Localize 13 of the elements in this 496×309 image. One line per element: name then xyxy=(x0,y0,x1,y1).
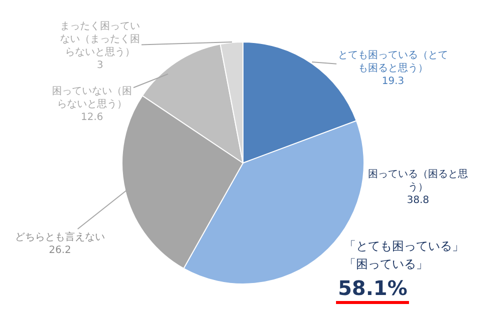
text: 「とても困っている」 xyxy=(344,239,464,253)
slice-label: まったく困っていない（まったく困らないと思う） xyxy=(60,21,140,58)
slice-label: とても困っている（とても困ると思う） xyxy=(338,50,448,74)
data-label: 26.2 xyxy=(48,245,72,256)
text: 「困っている」 xyxy=(344,257,428,271)
slice-label: どちらとも言えない xyxy=(15,231,105,243)
text: 58.1% xyxy=(338,276,408,300)
data-label: 38.8 xyxy=(406,195,430,206)
slice-label: 困っていない（困らないと思う） xyxy=(52,86,132,110)
data-label: 12.6 xyxy=(80,112,104,123)
data-label: 3 xyxy=(96,60,104,71)
slice-label: 困っている（困ると思う） xyxy=(368,169,468,193)
data-label: 19.3 xyxy=(382,76,404,87)
